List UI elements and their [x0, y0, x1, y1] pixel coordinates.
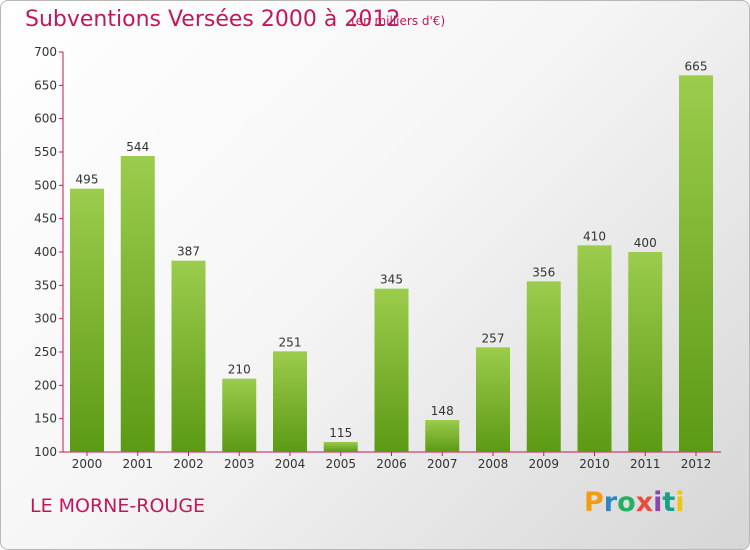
chart-bars: 495 544 387 210 251 115 345 148 257 356 410 400 665 — [70, 59, 713, 452]
bar-2008 — [476, 347, 510, 452]
bar-2006 — [374, 288, 409, 452]
y-tick-label: 250 — [34, 345, 57, 359]
proxiti-logo: Proxiti — [584, 487, 685, 518]
x-tick-label: 2003 — [224, 457, 255, 471]
bar-2002 — [171, 260, 206, 452]
bar-2001 — [120, 156, 155, 452]
y-tick-label: 450 — [34, 212, 57, 226]
logo-letter: P — [584, 487, 604, 518]
bar-value-label: 115 — [329, 426, 352, 440]
x-tick-label: 2010 — [579, 457, 610, 471]
y-tick-label: 600 — [34, 112, 57, 126]
bar-2012 — [679, 75, 713, 452]
logo-letter: i — [653, 487, 663, 518]
bar-value-label: 210 — [228, 363, 251, 377]
y-tick-label: 700 — [34, 45, 57, 59]
y-tick-label: 550 — [34, 145, 57, 159]
x-tick-label: 2001 — [122, 457, 153, 471]
x-tick-label: 2009 — [528, 457, 559, 471]
x-tick-label: 2005 — [325, 457, 356, 471]
logo-letter: o — [617, 487, 636, 518]
bar-value-label: 544 — [126, 140, 149, 154]
logo-letter: t — [662, 487, 676, 518]
bar-value-label: 400 — [634, 236, 657, 250]
chart-title: Subventions Versées 2000 à 2012 — [25, 7, 401, 32]
bar-value-label: 356 — [532, 265, 555, 279]
bar-value-label: 257 — [482, 331, 505, 345]
x-tick-label: 2004 — [275, 457, 306, 471]
bar-value-label: 387 — [177, 245, 200, 259]
bar-2007 — [425, 420, 460, 452]
x-tick-label: 2008 — [478, 457, 509, 471]
bar-value-label: 495 — [76, 173, 99, 187]
logo-letter: i — [675, 487, 685, 518]
x-tick-label: 2011 — [630, 457, 661, 471]
bar-value-label: 410 — [583, 229, 606, 243]
logo-letter: r — [603, 487, 618, 518]
bar-value-label: 665 — [685, 59, 708, 73]
x-tick-label: 2002 — [173, 457, 204, 471]
bar-2009 — [526, 281, 561, 452]
bar-2000 — [70, 188, 104, 452]
place-name: LE MORNE-ROUGE — [30, 495, 206, 517]
chart-axes: 100 150 200 250 300 350 400 450 500 550 600 650 700 2… — [34, 45, 721, 471]
y-tick-label: 100 — [34, 445, 57, 459]
bar-2003 — [222, 378, 257, 452]
bar-2011 — [628, 252, 663, 452]
y-tick-label: 500 — [34, 178, 57, 192]
bar-2010 — [577, 245, 612, 452]
y-tick-label: 350 — [34, 278, 57, 292]
bar-value-label: 345 — [380, 273, 403, 287]
y-tick-label: 300 — [34, 312, 57, 326]
bar-2005 — [323, 442, 358, 452]
chart-subtitle: (en milliers d'€) — [351, 14, 446, 28]
x-tick-label: 2007 — [427, 457, 458, 471]
bar-2004 — [273, 351, 307, 452]
y-tick-label: 150 — [34, 412, 57, 426]
x-tick-label: 2012 — [681, 457, 712, 471]
bar-value-label: 251 — [279, 335, 302, 349]
x-tick-label: 2006 — [376, 457, 407, 471]
x-tick-label: 2000 — [72, 457, 103, 471]
logo-letter: x — [635, 487, 654, 518]
y-tick-label: 200 — [34, 378, 57, 392]
y-tick-label: 650 — [34, 78, 57, 92]
y-tick-label: 400 — [34, 245, 57, 259]
bar-value-label: 148 — [431, 404, 454, 418]
